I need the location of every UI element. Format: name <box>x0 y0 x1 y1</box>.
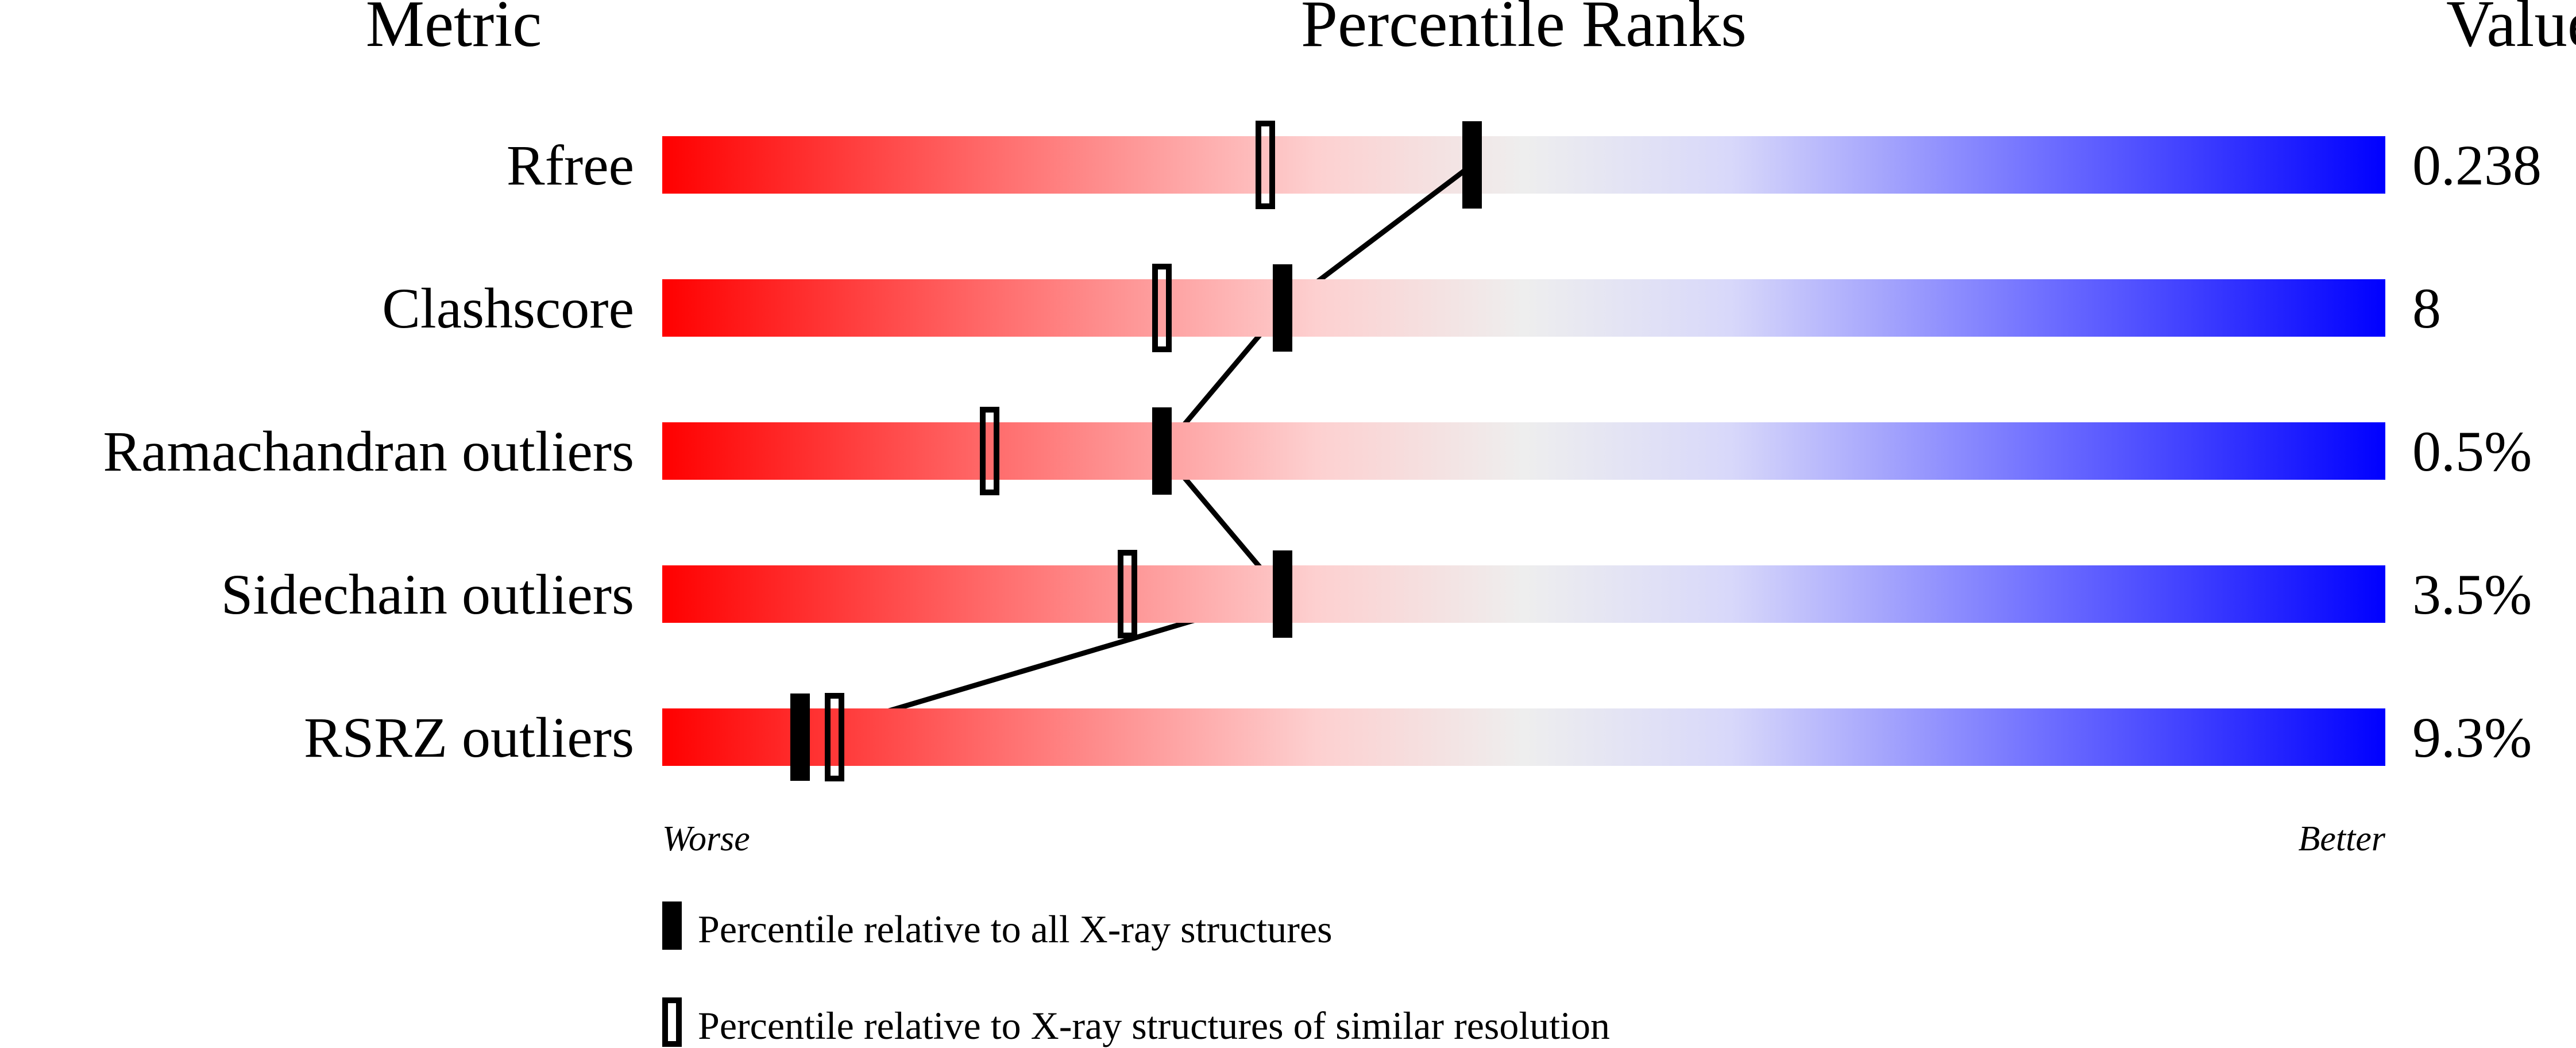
metric-label: RSRZ outliers <box>304 706 634 769</box>
metric-value: 8 <box>2412 276 2441 340</box>
metric-value: 0.238 <box>2412 133 2542 197</box>
marker-all-structures <box>1152 407 1172 495</box>
header-percentile-ranks: Percentile Ranks <box>1301 0 1747 60</box>
metric-label: Rfree <box>507 133 634 197</box>
metric-value: 9.3% <box>2412 706 2532 769</box>
metric-label: Clashscore <box>382 276 634 340</box>
metric-label: Ramachandran outliers <box>103 419 634 483</box>
percentile-bar <box>662 136 2385 194</box>
header-value: Value <box>2446 0 2576 60</box>
legend-filled-marker <box>662 901 682 950</box>
axis-better-label: Better <box>2299 819 2386 858</box>
marker-similar-resolution <box>1118 550 1137 638</box>
header-metric: Metric <box>366 0 542 60</box>
legend-open-marker <box>662 997 682 1047</box>
marker-all-structures <box>1273 264 1292 352</box>
percentile-bar <box>662 708 2385 766</box>
legend-filled-label: Percentile relative to all X-ray structu… <box>698 907 1333 951</box>
metric-value: 0.5% <box>2412 419 2532 483</box>
marker-all-structures <box>790 693 810 781</box>
marker-all-structures <box>1273 550 1292 638</box>
axis-worse-label: Worse <box>662 819 750 858</box>
metric-value: 3.5% <box>2412 562 2532 626</box>
percentile-bar <box>662 279 2385 337</box>
marker-similar-resolution <box>825 693 844 781</box>
marker-similar-resolution <box>1152 264 1172 352</box>
marker-similar-resolution <box>1256 121 1275 209</box>
legend-open-label: Percentile relative to X-ray structures … <box>698 1004 1610 1047</box>
metric-label: Sidechain outliers <box>221 562 634 626</box>
percentile-bar <box>662 422 2385 480</box>
percentile-bar <box>662 565 2385 623</box>
marker-similar-resolution <box>980 407 999 495</box>
marker-all-structures <box>1462 121 1482 209</box>
